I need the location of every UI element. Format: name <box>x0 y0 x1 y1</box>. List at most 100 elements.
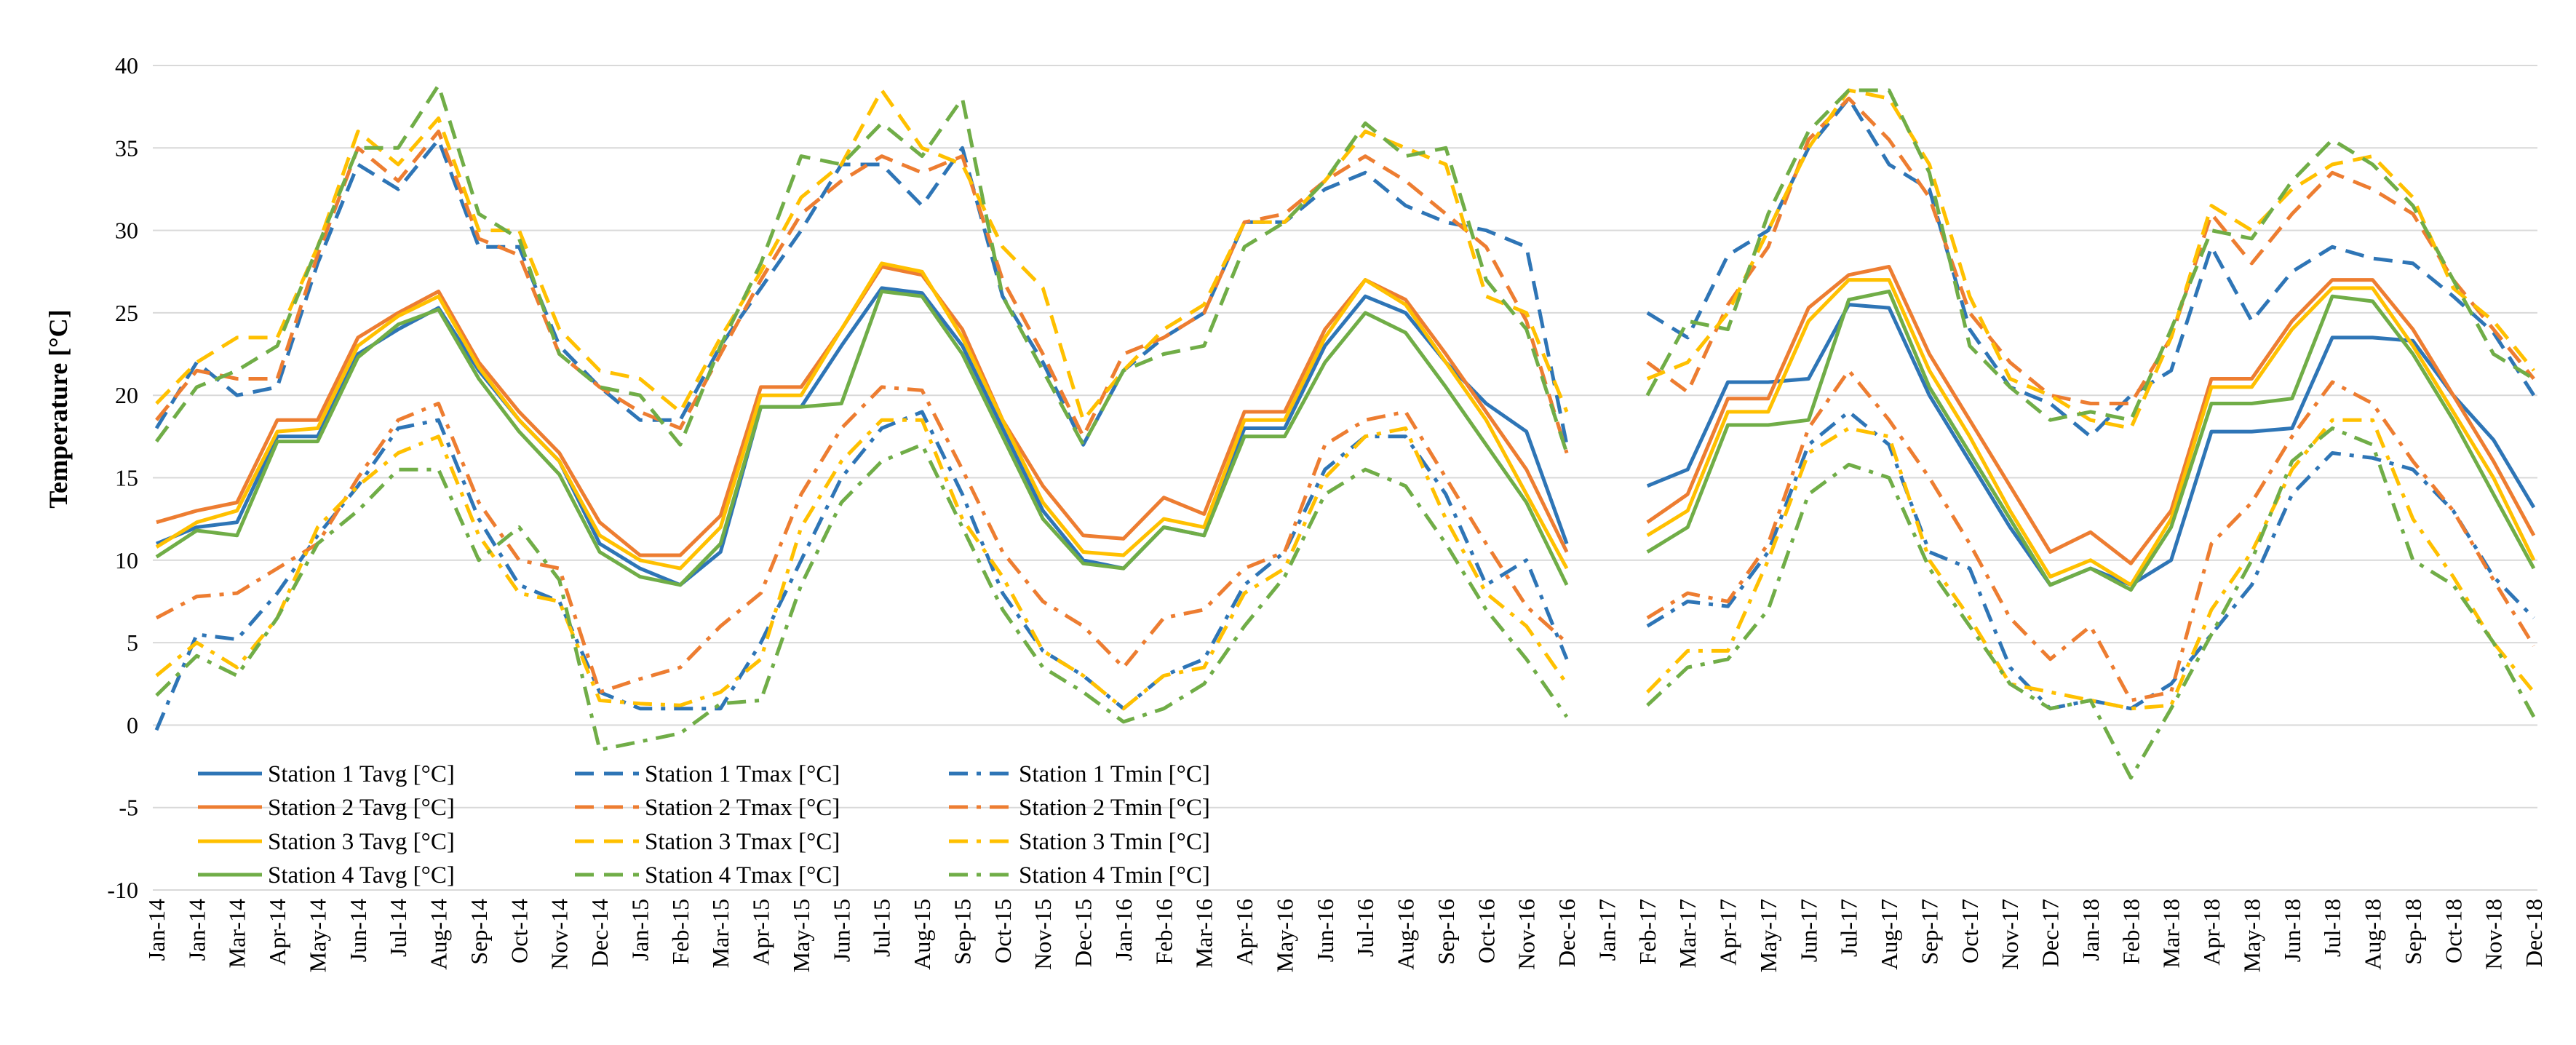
y-tick-label: -10 <box>107 877 138 903</box>
x-tick-label: Jan-16 <box>1110 899 1137 961</box>
x-tick-label: Dec-16 <box>1554 899 1580 967</box>
x-tick-label: Dec-14 <box>587 899 613 967</box>
x-tick-label: Apr-14 <box>264 899 290 966</box>
legend-label-2: Station 2 Tavg [°C] <box>268 795 455 821</box>
x-tick-label: Dec-18 <box>2521 899 2547 967</box>
x-tick-label: Apr-16 <box>1231 899 1257 966</box>
grid-lines <box>153 65 2537 891</box>
x-tick-label: Nov-14 <box>546 899 573 970</box>
legend-label-10: Station 2 Tmin [°C] <box>1019 795 1210 821</box>
series-line-1 <box>156 286 2536 587</box>
x-tick-label: Jul-14 <box>385 899 411 957</box>
x-tick-label: Feb-15 <box>667 899 693 965</box>
x-tick-label: Jan-15 <box>627 899 653 961</box>
x-tick-label: Aug-14 <box>426 899 452 970</box>
x-tick-label: Jun-18 <box>2279 899 2305 962</box>
x-tick-label: Nov-18 <box>2481 899 2507 970</box>
x-tick-label: Sep-15 <box>949 899 975 965</box>
x-tick-label: Nov-15 <box>1030 899 1056 970</box>
y-tick-label: 0 <box>127 712 138 738</box>
y-axis-ticks: 40 35 30 25 20 15 10 5 0 -5 -10 <box>107 52 138 903</box>
y-tick-label: 10 <box>115 547 138 573</box>
x-tick-label: Jan-17 <box>1594 899 1620 961</box>
x-tick-label: Jul-15 <box>869 899 895 957</box>
legend-label-12: Station 4 Tmin [°C] <box>1019 862 1210 889</box>
x-tick-label: Mar-14 <box>224 899 250 968</box>
x-tick-label: Feb-17 <box>1634 899 1661 965</box>
legend-label-1: Station 1 Tavg [°C] <box>268 761 455 787</box>
x-tick-label: Nov-16 <box>1514 899 1540 970</box>
x-tick-label: Jan-14 <box>183 899 210 961</box>
series-line-3 <box>155 261 2536 587</box>
x-tick-label: Sep-14 <box>466 899 492 965</box>
legend-label-5: Station 1 Tmax [°C] <box>645 761 840 787</box>
y-tick-label: 40 <box>115 52 138 79</box>
x-tick-label: Oct-16 <box>1473 899 1499 963</box>
y-tick-label: 35 <box>115 135 138 161</box>
x-tick-label: May-18 <box>2238 899 2265 972</box>
x-tick-label: Sep-18 <box>2400 899 2426 965</box>
legend-label-11: Station 3 Tmin [°C] <box>1019 829 1210 855</box>
x-tick-label: Jun-17 <box>1795 899 1821 962</box>
x-tick-label: Jul-18 <box>2319 899 2345 957</box>
y-tick-label: 5 <box>127 629 138 656</box>
legend: Station 1 Tavg [°C] Station 2 Tavg [°C] St… <box>198 761 1210 889</box>
x-tick-label: Aug-17 <box>1876 899 1902 970</box>
x-tick-label: Dec-15 <box>1070 899 1097 967</box>
x-tick-label: Jul-16 <box>1352 899 1378 957</box>
x-tick-label: May-17 <box>1755 899 1781 972</box>
x-tick-label: Apr-18 <box>2198 899 2225 966</box>
x-tick-label: Feb-18 <box>2118 899 2144 965</box>
series-line-6 <box>155 96 2535 454</box>
series-line-8 <box>154 83 2535 454</box>
x-tick-label: Aug-18 <box>2360 899 2386 970</box>
x-tick-label: Aug-15 <box>909 899 935 970</box>
y-tick-label: 30 <box>115 218 138 244</box>
x-tick-label: Oct-15 <box>990 899 1016 963</box>
x-tick-label: Mar-16 <box>1191 899 1217 968</box>
series-line-12 <box>155 426 2536 780</box>
x-tick-label: Feb-16 <box>1150 899 1177 965</box>
y-tick-label: 20 <box>115 382 138 408</box>
x-tick-label: Jun-16 <box>1312 899 1338 962</box>
y-tick-label: -5 <box>119 795 138 821</box>
x-tick-label: Apr-15 <box>748 899 774 966</box>
series-line-11 <box>155 418 2535 711</box>
x-tick-label: Jun-15 <box>828 899 854 962</box>
legend-label-4: Station 4 Tavg [°C] <box>268 862 455 889</box>
series-line-10 <box>155 368 2536 702</box>
x-tick-label: Dec-17 <box>2038 899 2064 967</box>
legend-label-7: Station 3 Tmax [°C] <box>645 829 840 855</box>
x-tick-label: Nov-17 <box>1997 899 2023 970</box>
x-tick-label: Jan-14 <box>143 899 170 961</box>
x-tick-label: Aug-16 <box>1393 899 1419 970</box>
legend-label-9: Station 1 Tmin [°C] <box>1019 761 1210 787</box>
y-tick-label: 25 <box>115 300 138 326</box>
x-tick-label: May-16 <box>1271 899 1297 972</box>
x-tick-label: Mar-15 <box>707 899 734 968</box>
x-tick-label: Apr-17 <box>1715 899 1741 966</box>
x-tick-label: Jul-17 <box>1836 899 1862 957</box>
y-tick-label: 15 <box>115 465 138 491</box>
x-tick-label: Oct-14 <box>506 899 532 963</box>
x-tick-label: May-14 <box>304 899 330 972</box>
x-tick-label: Jun-14 <box>345 899 371 962</box>
x-tick-label: Mar-18 <box>2158 899 2185 968</box>
x-tick-label: Oct-17 <box>1957 899 1983 963</box>
legend-label-6: Station 2 Tmax [°C] <box>645 795 840 821</box>
x-tick-label: Jan-18 <box>2078 899 2104 961</box>
legend-label-3: Station 3 Tavg [°C] <box>268 829 455 855</box>
x-tick-label: May-15 <box>788 899 814 972</box>
series-line-7 <box>155 88 2535 430</box>
x-tick-label: Sep-16 <box>1433 899 1459 965</box>
x-axis-ticks: Jan-14 Jan-14 Mar-14 Apr-14 May-14 Jun-14 Jul-… <box>143 899 2547 972</box>
series-line-9 <box>154 410 2535 731</box>
series-line-4 <box>155 289 2536 592</box>
x-tick-label: Sep-17 <box>1916 899 1942 965</box>
legend-label-8: Station 4 Tmax [°C] <box>645 862 840 889</box>
series-lines <box>154 83 2536 780</box>
x-tick-label: Oct-18 <box>2440 899 2466 963</box>
x-tick-label: Mar-17 <box>1674 899 1701 968</box>
y-axis-label: Temperature [°C] <box>44 309 73 508</box>
